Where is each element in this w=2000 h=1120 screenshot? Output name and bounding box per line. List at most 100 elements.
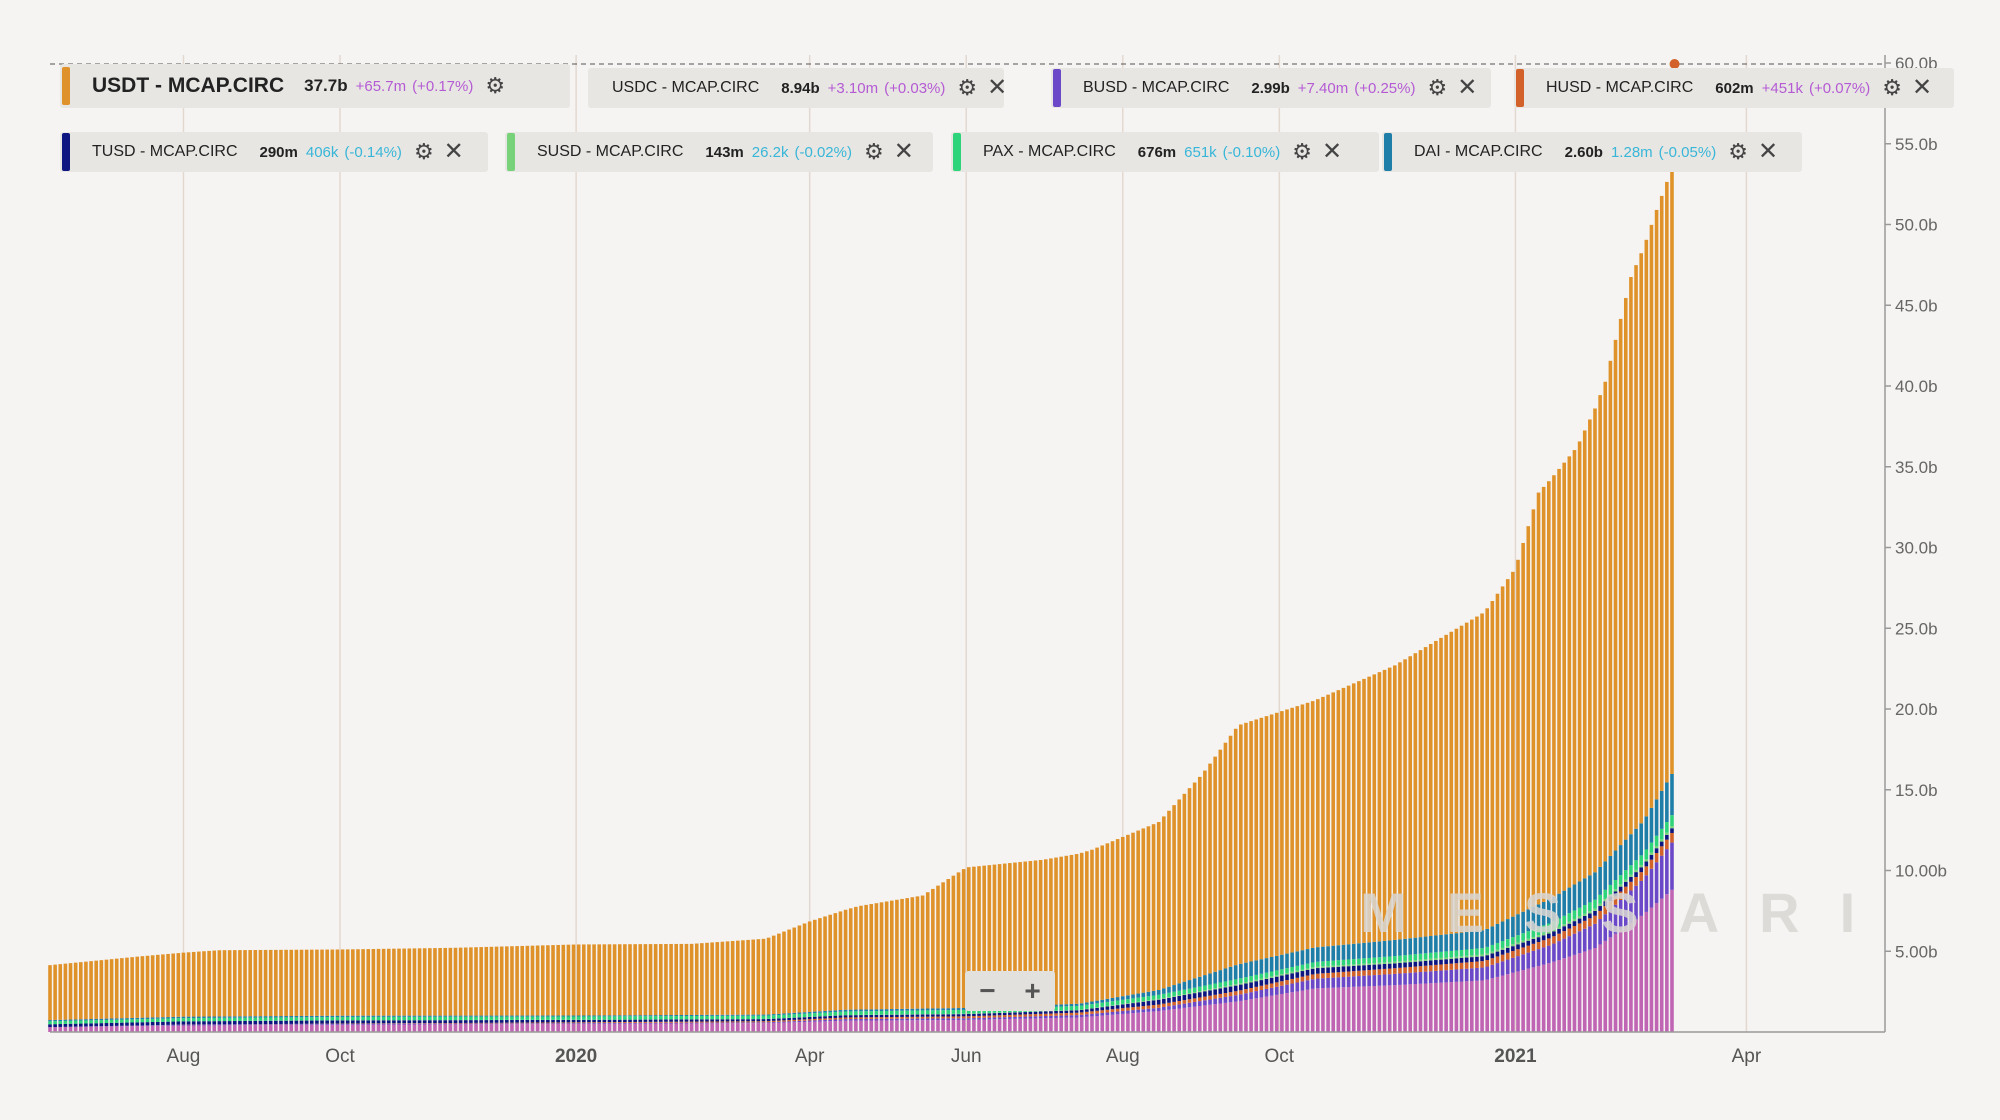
series-change: 406k (305, 143, 339, 161)
bar (335, 1015, 340, 1017)
bar (1300, 981, 1305, 991)
bar (802, 923, 807, 1013)
bar (1367, 970, 1371, 976)
gear-icon[interactable]: ⚙ (957, 75, 978, 100)
gear-icon[interactable]: ⚙ (1292, 139, 1312, 164)
bar (792, 1017, 797, 1020)
bar (1423, 965, 1428, 972)
bar (617, 1023, 622, 1032)
legend-item-dai[interactable]: DAI - MCAP.CIRC 2.60b 1.28m (-0.05%) ⚙ ✕ (1382, 132, 1802, 172)
legend-item-tusd[interactable]: TUSD - MCAP.CIRC 290m 406k (-0.14%) ⚙ ✕ (60, 132, 488, 172)
bar (1136, 1006, 1140, 1010)
bar (1085, 1009, 1089, 1012)
bar (941, 1020, 945, 1032)
bar (1393, 665, 1397, 940)
bar (1177, 983, 1182, 991)
close-icon[interactable]: ✕ (1911, 74, 1933, 101)
close-icon[interactable]: ✕ (1757, 138, 1779, 165)
legend-item-busd[interactable]: BUSD - MCAP.CIRC 2.99b +7.40m (+0.25%) ⚙ ✕ (1051, 68, 1491, 108)
bar (525, 1022, 530, 1024)
zoom-in-button[interactable]: + (1024, 975, 1041, 1006)
bar (1521, 542, 1525, 912)
close-icon[interactable]: ✕ (987, 74, 1008, 101)
bar (992, 1019, 997, 1032)
bar (664, 1019, 668, 1022)
bar (1090, 1011, 1094, 1014)
bar (1552, 961, 1556, 1032)
bar (1008, 1018, 1012, 1032)
bar (130, 957, 134, 1018)
gear-icon[interactable]: ⚙ (1427, 75, 1448, 100)
bar (792, 1019, 797, 1022)
bar (114, 1019, 119, 1023)
bar (1613, 339, 1618, 851)
bar (58, 964, 63, 1020)
bar (345, 1016, 350, 1021)
bar (166, 1025, 170, 1032)
bar (1054, 1006, 1058, 1011)
bar (1490, 978, 1495, 1032)
bar (1505, 946, 1510, 948)
bar (977, 1015, 981, 1018)
gear-icon[interactable]: ⚙ (413, 139, 434, 164)
bar (879, 902, 884, 1010)
bar (1649, 224, 1654, 808)
bar (1233, 985, 1238, 992)
bar (725, 1019, 730, 1022)
gear-icon[interactable]: ⚙ (1882, 75, 1902, 100)
bar (1285, 993, 1289, 1032)
bar (587, 1023, 591, 1032)
bar (700, 1021, 704, 1023)
gear-icon[interactable]: ⚙ (864, 139, 884, 164)
bar (1423, 983, 1428, 1032)
bar (366, 1020, 371, 1024)
bar (1572, 925, 1577, 934)
bar (1387, 968, 1392, 975)
legend-item-usdc[interactable]: USDC - MCAP.CIRC 8.94b +3.10m (+0.03%) ⚙ ✕ (588, 68, 1008, 108)
bar (1357, 958, 1361, 965)
legend-item-usdt[interactable]: USDT - MCAP.CIRC 37.7b +65.7m (+0.17%) ⚙ (60, 64, 570, 108)
bar (99, 1018, 104, 1021)
zoom-out-button[interactable]: − (979, 975, 996, 1006)
bar (884, 1017, 889, 1019)
bar (248, 1017, 252, 1021)
bar (1367, 963, 1371, 965)
bar (1269, 977, 1274, 984)
bar (1403, 938, 1407, 956)
bar (1074, 1015, 1079, 1018)
bar (1500, 921, 1505, 942)
bar (1665, 782, 1669, 823)
bar (966, 1009, 971, 1014)
gear-icon[interactable]: ⚙ (485, 73, 506, 98)
bar (1090, 1016, 1094, 1032)
bar (1187, 999, 1192, 1003)
close-icon[interactable]: ✕ (1321, 138, 1343, 165)
bar (274, 1016, 278, 1018)
close-icon[interactable]: ✕ (893, 138, 914, 165)
legend-item-pax[interactable]: PAX - MCAP.CIRC 676m 651k (-0.10%) ⚙ ✕ (951, 132, 1379, 172)
bar (1033, 860, 1038, 1006)
bar (1162, 988, 1166, 994)
series-susd (191, 826, 1674, 1022)
bar (1228, 986, 1233, 993)
bar (987, 1019, 992, 1032)
bar (1500, 954, 1505, 962)
bar (422, 1023, 427, 1025)
close-icon[interactable]: ✕ (443, 138, 464, 165)
bar (1249, 987, 1253, 993)
bar (397, 1024, 401, 1032)
bar (1151, 1000, 1156, 1006)
legend-item-husd[interactable]: HUSD - MCAP.CIRC 602m +451k (+0.07%) ⚙ ✕ (1514, 68, 1954, 108)
bar (1639, 855, 1643, 866)
bar (304, 949, 309, 1016)
bar (997, 864, 1002, 1007)
gear-icon[interactable]: ⚙ (1728, 139, 1748, 164)
bar (766, 1014, 771, 1016)
close-icon[interactable]: ✕ (1457, 74, 1478, 101)
legend-item-susd[interactable]: SUSD - MCAP.CIRC 143m 26.2k (-0.02%) ⚙ ✕ (505, 132, 933, 172)
bar (453, 1022, 458, 1024)
bar (782, 1013, 786, 1015)
bar (294, 1017, 299, 1021)
